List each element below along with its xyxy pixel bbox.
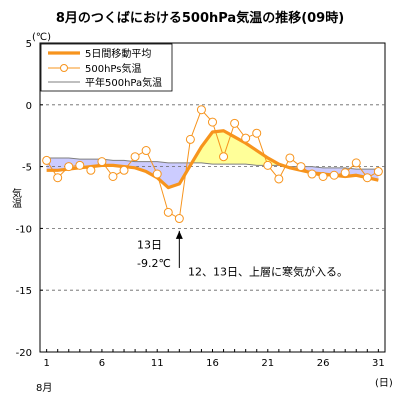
x-tick-label: 11 bbox=[151, 358, 164, 369]
data-point bbox=[75, 160, 85, 170]
x-tick-label: 6 bbox=[99, 358, 105, 369]
data-point bbox=[86, 165, 96, 175]
data-point bbox=[340, 168, 350, 178]
data-point bbox=[152, 169, 162, 179]
data-point bbox=[174, 214, 184, 224]
data-point bbox=[219, 152, 229, 162]
legend-label: 5日間移動平均 bbox=[85, 47, 151, 60]
data-point bbox=[274, 174, 284, 184]
data-point bbox=[130, 152, 140, 162]
x-tick-label: 21 bbox=[261, 358, 274, 369]
y-ticks: 5 0 -5 -10 -15 -20 bbox=[16, 39, 43, 359]
data-point bbox=[230, 118, 240, 128]
legend-label: 500hPs気温 bbox=[85, 62, 142, 75]
annotation-arrow-head bbox=[175, 230, 183, 239]
data-point bbox=[241, 133, 251, 143]
data-point bbox=[208, 117, 217, 127]
data-point bbox=[296, 162, 306, 172]
y-tick-label: 0 bbox=[26, 101, 32, 112]
y-tick-label: -20 bbox=[16, 348, 32, 359]
annotation-note: 12、13日、上層に寒気が入る。 bbox=[188, 265, 348, 279]
annotations: 13日 -9.2℃ 12、13日、上層に寒気が入る。 bbox=[137, 230, 348, 279]
data-point bbox=[307, 169, 317, 179]
chart-title: 8月のつくばにおける500hPa気温の推移(09時) bbox=[56, 10, 344, 26]
data-point bbox=[42, 155, 52, 165]
annotation-date: 13日 bbox=[137, 238, 162, 251]
data-point bbox=[108, 171, 118, 181]
data-point bbox=[362, 173, 372, 183]
data-point bbox=[53, 173, 63, 183]
y-tick-label: 5 bbox=[26, 39, 32, 50]
data-point bbox=[119, 165, 129, 175]
x-unit-label: (日) bbox=[375, 378, 393, 389]
data-point bbox=[141, 146, 151, 156]
annotation-temperature: -9.2℃ bbox=[137, 257, 171, 270]
data-point bbox=[97, 157, 107, 167]
x-ticks: 1 6 11 16 21 26 31 bbox=[43, 349, 385, 369]
data-point bbox=[285, 153, 295, 163]
x-tick-label: 16 bbox=[206, 358, 219, 369]
x-tick-label: 26 bbox=[317, 358, 330, 369]
data-point bbox=[263, 160, 273, 170]
x-month-label: 8月 bbox=[36, 382, 52, 394]
y-tick-label: -15 bbox=[16, 286, 32, 297]
data-point bbox=[252, 128, 262, 138]
x-tick-label: 31 bbox=[372, 358, 385, 369]
warm-fill-area bbox=[191, 130, 285, 166]
legend-label: 平年500hPa気温 bbox=[85, 76, 162, 89]
data-point bbox=[196, 105, 206, 115]
series-layer bbox=[42, 105, 383, 224]
x-tick-label: 1 bbox=[43, 358, 49, 369]
data-point bbox=[351, 158, 361, 168]
y-tick-label: -10 bbox=[16, 224, 32, 235]
data-point bbox=[329, 170, 339, 180]
y-axis-label: 気温 bbox=[10, 187, 22, 208]
data-point bbox=[163, 207, 173, 217]
data-point bbox=[373, 167, 383, 177]
data-point bbox=[185, 134, 195, 144]
legend-swatch-observed-marker bbox=[60, 64, 68, 72]
y-unit-label: (℃) bbox=[32, 32, 51, 43]
data-point bbox=[64, 162, 74, 172]
data-point bbox=[318, 171, 328, 181]
y-tick-label: -5 bbox=[22, 163, 32, 174]
